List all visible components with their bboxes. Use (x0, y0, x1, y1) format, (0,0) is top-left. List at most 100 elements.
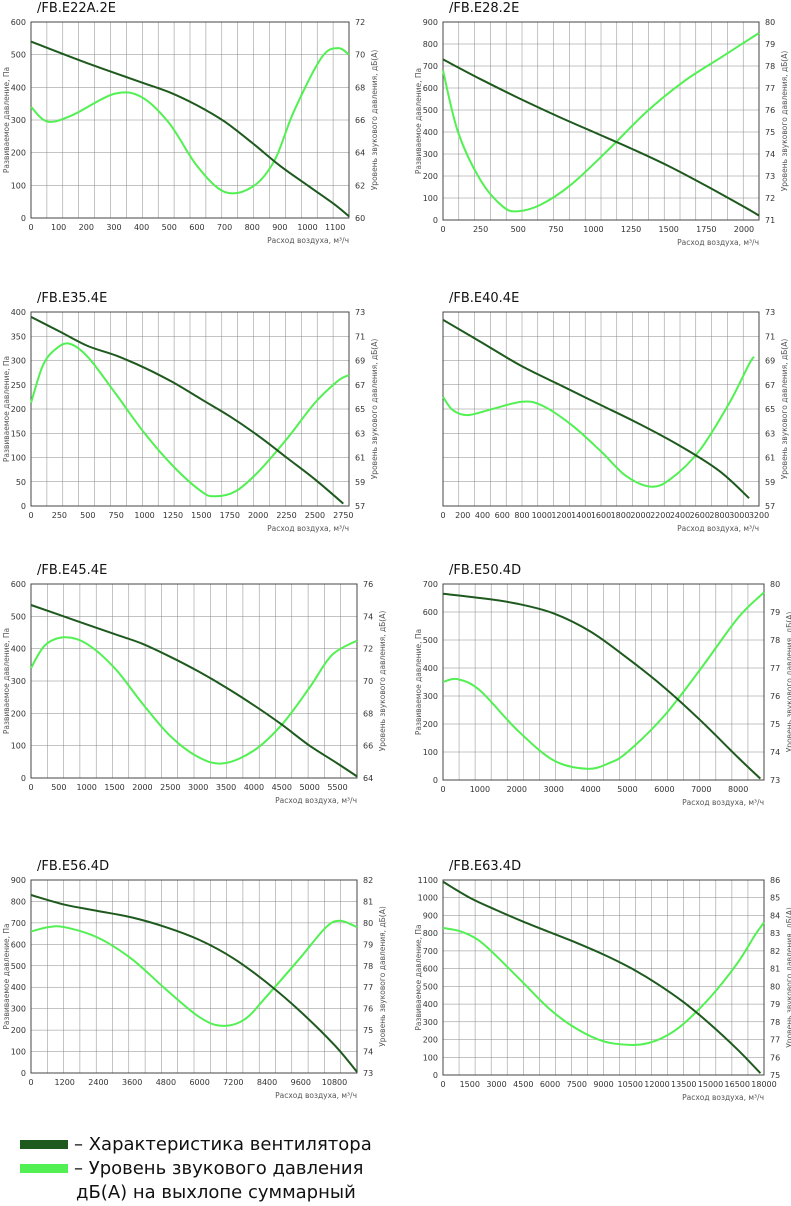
y-right-axis-label: Уровень звукового давления, дБ(А) (785, 907, 791, 1048)
y-left-axis-label: Развиваемое давление, Па (2, 923, 11, 1029)
y-right-tick-label: 82 (363, 876, 373, 885)
y-left-tick-label: 600 (423, 965, 438, 974)
x-tick-label: 1500 (659, 225, 679, 234)
x-tick-label: 1000 (532, 511, 552, 520)
x-tick-label: 600 (189, 223, 204, 232)
y-right-axis-label: Уровень звукового давления, дБ(А) (370, 50, 379, 191)
y-left-tick-label: 900 (423, 911, 438, 920)
sound-level-curve (442, 921, 765, 1046)
y-left-tick-label: 600 (423, 608, 438, 617)
fan-characteristic-curve (442, 592, 761, 780)
y-left-tick-label: 600 (423, 84, 438, 93)
y-right-tick-label: 76 (363, 580, 373, 589)
y-left-tick-label: 200 (423, 172, 438, 181)
x-tick-label: 2000 (248, 511, 268, 520)
x-tick-label: 1500 (191, 511, 211, 520)
fan-characteristic-curve (30, 316, 344, 505)
y-right-tick-label: 69 (765, 357, 775, 366)
y-right-tick-label: 78 (770, 636, 780, 645)
y-left-tick-label: 0 (433, 776, 438, 785)
x-tick-label: 1500 (460, 1080, 480, 1089)
y-left-tick-label: 200 (11, 1026, 26, 1035)
y-left-tick-label: 500 (423, 982, 438, 991)
y-left-tick-label: 900 (11, 876, 26, 885)
chart-panel: /FB.E45.4E0 500 1000 1500 2000 2500 3000 3500 40… (2, 563, 387, 805)
y-left-tick-label: 500 (11, 612, 26, 621)
y-right-axis-label: Уровень звукового давления, дБ(А) (780, 51, 789, 192)
y-left-tick-label: 400 (11, 83, 26, 92)
plot-frame (442, 21, 760, 221)
x-tick-label: 0 (28, 1078, 33, 1087)
x-tick-label: 7200 (223, 1078, 243, 1087)
legend-item-fan: – Характеристика вентилятора (20, 1134, 372, 1158)
x-axis-label: Расход воздуха, м³/ч (677, 238, 759, 247)
chart-title: /FB.E35.4E (37, 291, 107, 306)
y-right-tick-label: 68 (363, 709, 373, 718)
y-left-tick-label: 700 (423, 62, 438, 71)
y-left-tick-label: 400 (423, 128, 438, 137)
y-right-tick-label: 72 (355, 18, 365, 27)
y-left-tick-label: 350 (11, 332, 26, 341)
x-tick-label: 8400 (257, 1078, 277, 1087)
y-right-tick-label: 83 (770, 929, 780, 938)
y-left-tick-label: 600 (11, 940, 26, 949)
x-tick-label: 3000 (729, 511, 749, 520)
y-left-tick-label: 100 (423, 1053, 438, 1062)
x-tick-label: 800 (514, 511, 529, 520)
plot-frame (30, 311, 350, 507)
y-left-tick-label: 1000 (418, 894, 438, 903)
y-right-tick-label: 65 (355, 405, 365, 414)
x-tick-label: 5500 (327, 783, 347, 792)
plot-frame (442, 879, 765, 1076)
y-left-tick-label: 300 (423, 150, 438, 159)
sound-level-curve (442, 356, 755, 488)
x-tick-label: 800 (245, 223, 260, 232)
y-right-tick-label: 79 (770, 1000, 780, 1009)
y-right-tick-label: 75 (765, 128, 775, 137)
x-tick-label: 6000 (654, 785, 674, 794)
y-right-tick-label: 71 (765, 332, 775, 341)
legend-item-sound-cont: дБ(А) на выхлопе суммарный (76, 1182, 356, 1206)
x-tick-label: 0 (440, 785, 445, 794)
plot-frame (30, 21, 350, 219)
x-tick-label: 18000 (751, 1080, 776, 1089)
y-left-tick-label: 0 (21, 1069, 26, 1078)
y-left-tick-label: 0 (433, 216, 438, 225)
x-tick-label: 1800 (611, 511, 631, 520)
y-right-tick-label: 78 (363, 962, 373, 971)
y-left-tick-label: 600 (11, 18, 26, 27)
legend-label-sound-2: дБ(А) на выхлопе суммарный (76, 1182, 356, 1203)
y-right-tick-label: 79 (765, 40, 775, 49)
x-tick-label: 1000 (134, 511, 154, 520)
x-tick-label: 400 (475, 511, 490, 520)
x-tick-label: 0 (440, 1080, 445, 1089)
y-right-tick-label: 76 (770, 692, 780, 701)
x-tick-label: 4000 (580, 785, 600, 794)
y-right-tick-label: 63 (355, 429, 365, 438)
x-tick-label: 6000 (189, 1078, 209, 1087)
y-right-tick-label: 63 (765, 429, 775, 438)
y-right-axis-label: Уровень звукового давления, дБ(А) (785, 612, 791, 753)
sound-level-curve (442, 32, 760, 213)
y-left-axis-label: Развиваемое давление, Па (414, 68, 423, 174)
y-left-tick-label: 800 (11, 897, 26, 906)
y-right-tick-label: 85 (770, 894, 780, 903)
x-tick-label: 1400 (571, 511, 591, 520)
y-right-tick-label: 71 (765, 216, 775, 225)
y-left-tick-label: 100 (11, 1048, 26, 1057)
y-right-tick-label: 77 (363, 983, 373, 992)
y-right-tick-label: 79 (770, 608, 780, 617)
y-left-tick-label: 1100 (418, 876, 438, 885)
x-tick-label: 600 (495, 511, 510, 520)
y-left-tick-label: 700 (11, 919, 26, 928)
y-left-tick-label: 0 (21, 502, 26, 511)
x-tick-label: 1250 (163, 511, 183, 520)
y-left-tick-label: 0 (21, 214, 26, 223)
y-right-tick-label: 72 (363, 645, 373, 654)
x-tick-label: 2750 (333, 511, 353, 520)
y-right-tick-label: 61 (355, 454, 365, 463)
chart-title: /FB.E50.4D (449, 563, 521, 578)
y-right-axis-label: Уровень звукового давления, дБ(А) (780, 339, 789, 480)
x-tick-label: 10500 (618, 1080, 643, 1089)
y-right-tick-label: 82 (770, 947, 780, 956)
